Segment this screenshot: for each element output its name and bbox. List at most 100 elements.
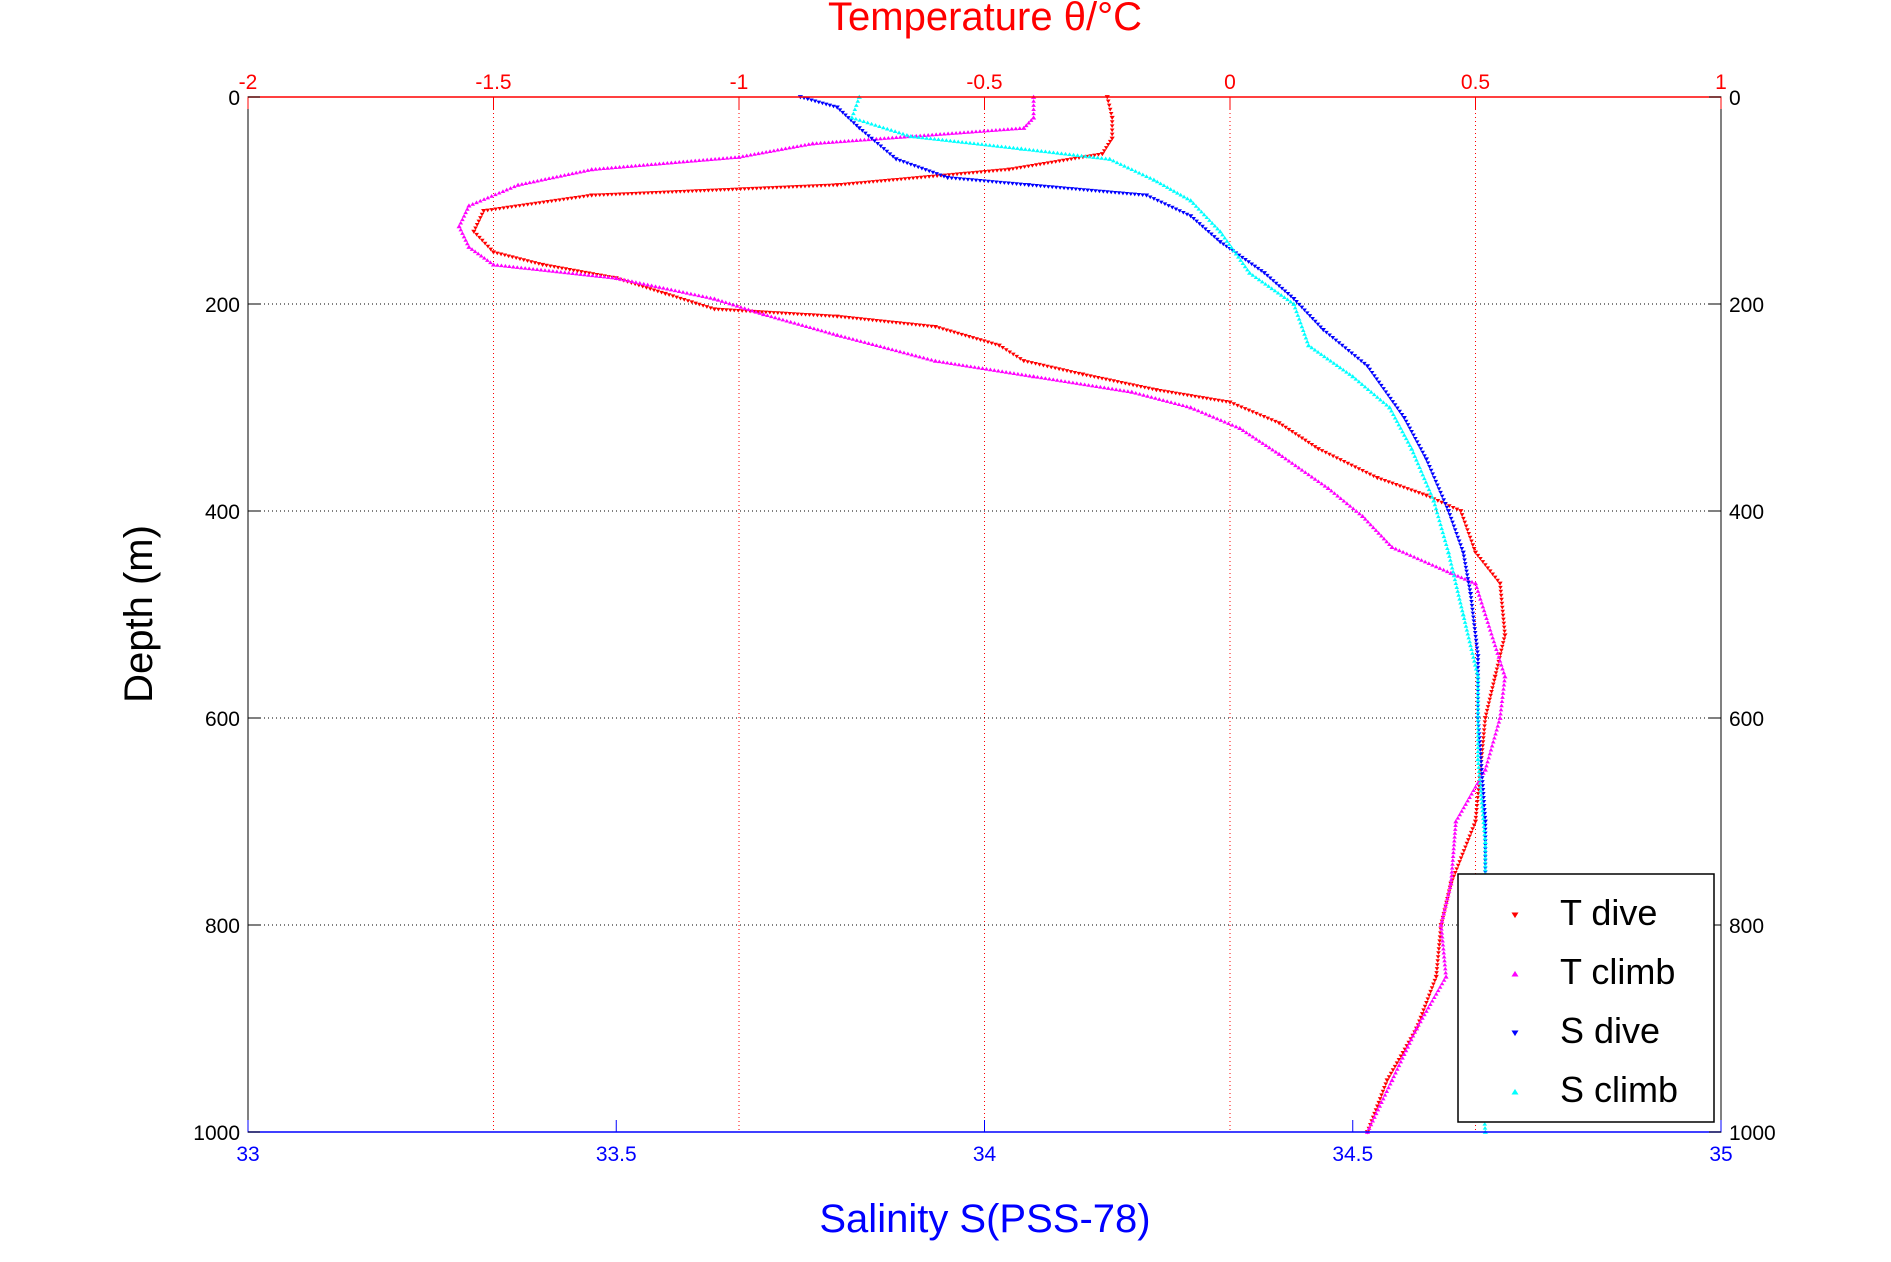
point-s-dive	[1200, 224, 1205, 229]
point-t-climb	[673, 160, 678, 165]
point-t-dive	[532, 261, 538, 265]
point-t-climb	[613, 165, 618, 170]
point-s-climb	[1196, 206, 1202, 211]
point-t-climb	[466, 203, 472, 208]
point-t-climb	[1195, 408, 1201, 413]
point-s-dive	[1246, 260, 1251, 264]
point-s-dive	[1320, 328, 1326, 333]
point-t-climb	[1485, 620, 1491, 624]
point-s-climb	[995, 144, 1000, 148]
point-t-climb	[645, 162, 650, 167]
point-t-dive	[579, 270, 584, 274]
point-t-dive	[985, 340, 991, 345]
point-t-climb	[1400, 550, 1406, 554]
point-s-dive	[969, 178, 975, 182]
point-t-climb	[1452, 831, 1458, 835]
legend-box	[1457, 873, 1715, 1123]
point-t-climb	[1412, 1030, 1418, 1034]
point-t-climb	[606, 275, 611, 279]
point-s-dive	[1162, 202, 1168, 207]
point-t-climb	[1384, 1089, 1390, 1093]
point-t-climb	[562, 173, 567, 177]
point-t-climb	[1393, 546, 1399, 551]
point-t-dive	[970, 336, 976, 340]
point-t-dive	[1435, 499, 1441, 503]
point-t-dive	[1142, 385, 1148, 390]
point-t-dive	[1498, 585, 1503, 590]
point-t-climb	[980, 366, 985, 370]
top-tick-label: -1.5	[475, 71, 511, 94]
point-t-dive	[929, 324, 934, 329]
point-s-climb	[1452, 577, 1458, 582]
point-t-dive	[826, 314, 832, 319]
point-t-dive	[659, 290, 664, 295]
point-s-climb	[852, 107, 858, 112]
point-s-climb	[1418, 469, 1424, 473]
point-t-dive	[1261, 415, 1267, 419]
point-s-climb	[1125, 165, 1131, 170]
point-t-dive	[473, 226, 478, 231]
point-s-dive	[1480, 780, 1485, 784]
point-t-climb	[700, 294, 705, 298]
point-t-climb	[463, 210, 468, 215]
point-s-dive	[1482, 819, 1488, 824]
point-t-climb	[756, 151, 761, 156]
point-t-dive	[1437, 939, 1442, 943]
point-t-climb	[933, 132, 939, 137]
point-s-climb	[940, 137, 945, 142]
point-s-climb	[854, 103, 859, 107]
point-t-climb	[969, 129, 975, 134]
point-s-climb	[1055, 150, 1060, 155]
point-t-climb	[668, 287, 674, 292]
point-t-dive	[922, 175, 928, 180]
point-t-climb	[1492, 643, 1498, 648]
legend-label-t-climb: T climb	[1560, 951, 1675, 992]
point-t-dive	[1068, 370, 1074, 374]
point-s-climb	[1292, 305, 1298, 310]
point-t-climb	[842, 139, 847, 143]
point-s-dive	[854, 123, 859, 128]
point-s-climb	[1181, 194, 1187, 199]
point-t-dive	[906, 176, 912, 181]
point-t-dive	[866, 180, 872, 185]
point-t-climb	[645, 282, 650, 287]
point-t-climb	[665, 286, 670, 291]
point-t-climb	[981, 128, 987, 133]
point-s-dive	[1479, 764, 1484, 768]
point-t-dive	[1030, 163, 1035, 168]
point-t-dive	[1471, 823, 1477, 828]
point-s-climb	[1118, 162, 1124, 166]
point-s-climb	[1375, 395, 1380, 399]
point-s-dive	[1462, 562, 1468, 566]
point-s-dive	[1411, 433, 1416, 438]
point-t-climb	[1441, 567, 1446, 572]
point-t-dive	[476, 219, 482, 224]
point-s-climb	[1428, 491, 1433, 495]
point-t-climb	[878, 136, 883, 141]
point-t-dive	[914, 176, 920, 180]
point-t-dive	[758, 186, 764, 191]
point-s-dive	[1475, 650, 1480, 655]
point-t-dive	[1390, 1068, 1396, 1072]
point-t-dive	[545, 200, 550, 204]
point-t-dive	[842, 315, 848, 320]
point-s-dive	[1077, 187, 1083, 192]
point-t-climb	[1335, 493, 1340, 498]
point-t-dive	[722, 188, 727, 192]
point-t-climb	[597, 166, 602, 171]
point-s-climb	[1368, 389, 1374, 394]
top-tick-label: 0	[1224, 71, 1236, 94]
point-t-climb	[1082, 382, 1087, 387]
point-s-dive	[1390, 400, 1396, 404]
point-s-climb	[861, 119, 867, 124]
point-t-climb	[948, 361, 954, 366]
left-tick-label: 1000	[193, 1122, 240, 1145]
point-t-climb	[582, 272, 587, 277]
point-s-climb	[1466, 635, 1472, 640]
legend-marker-t-climb	[1511, 970, 1519, 977]
point-t-dive	[1007, 350, 1013, 355]
point-t-dive	[1470, 827, 1475, 831]
point-t-dive	[1109, 128, 1115, 133]
point-t-dive	[802, 184, 808, 189]
